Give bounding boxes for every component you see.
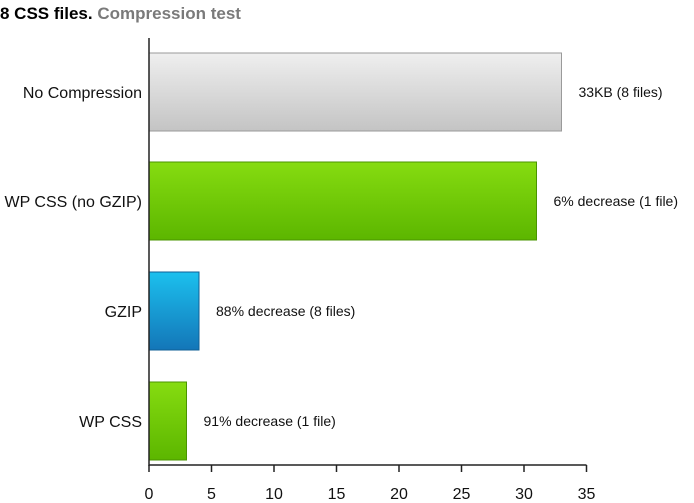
data-label-no-compression: 33KB (8 files) bbox=[579, 84, 663, 100]
chart-title: 8 CSS files. Compression test bbox=[0, 4, 241, 24]
category-label-no-compression: No Compression bbox=[23, 85, 142, 102]
category-label-wp-css-no-gzip: WP CSS (no GZIP) bbox=[4, 194, 142, 211]
axes-layer: 0 5 10 15 20 25 30 35 bbox=[145, 38, 596, 503]
data-label-gzip: 88% decrease (8 files) bbox=[216, 303, 355, 319]
bar-gzip bbox=[148, 271, 200, 351]
data-label-wp-css: 91% decrease (1 file) bbox=[204, 413, 336, 429]
x-tick-label-30: 30 bbox=[515, 486, 533, 503]
x-tick-label-5: 5 bbox=[207, 486, 216, 503]
x-tick-label-25: 25 bbox=[453, 486, 471, 503]
x-tick-label-35: 35 bbox=[578, 486, 596, 503]
bar-wp-css-no-gzip bbox=[148, 161, 537, 241]
bar-no-compression bbox=[148, 52, 562, 132]
x-tick-label-20: 20 bbox=[390, 486, 408, 503]
x-tick-label-10: 10 bbox=[265, 486, 283, 503]
chart-title-main: 8 CSS files. bbox=[0, 4, 93, 23]
x-tick-label-0: 0 bbox=[145, 486, 154, 503]
category-label-wp-css: WP CSS bbox=[79, 414, 142, 431]
bars-layer: No Compression 33KB (8 files) WP CSS (no G… bbox=[4, 52, 679, 461]
category-label-gzip: GZIP bbox=[105, 304, 142, 321]
bar-wp-css bbox=[148, 381, 187, 461]
chart-title-sub: Compression test bbox=[97, 4, 241, 23]
x-tick-label-15: 15 bbox=[328, 486, 346, 503]
data-label-wp-css-no-gzip: 6% decrease (1 file) bbox=[554, 193, 679, 209]
